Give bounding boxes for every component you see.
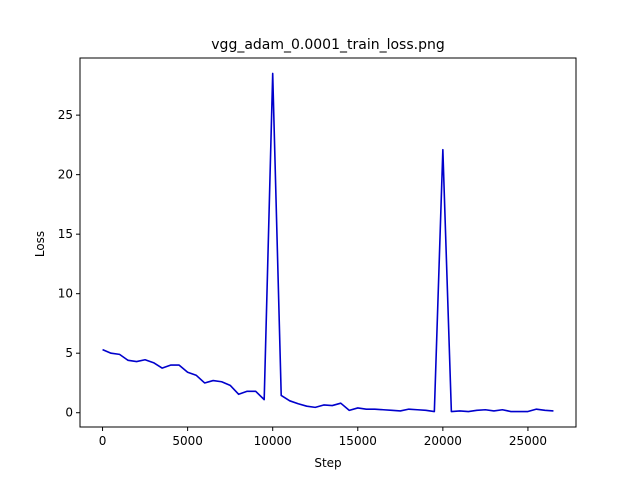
y-tick-label: 5 [65,346,73,360]
y-tick-label: 20 [58,168,73,182]
x-axis-label: Step [314,456,341,470]
y-axis-label: Loss [33,231,47,257]
y-tick-label: 15 [58,227,73,241]
plot-frame [79,57,577,428]
x-tick-label: 15000 [339,434,377,448]
y-axis: 0 5 10 15 20 25 [58,108,80,420]
x-tick-label: 25000 [509,434,547,448]
y-tick-label: 10 [58,287,73,301]
y-tick-label: 0 [65,406,73,420]
x-axis: 0 5000 10000 15000 20000 25000 [99,427,547,448]
series-line-0 [102,72,554,413]
x-tick-label: 20000 [424,434,462,448]
chart-title: vgg_adam_0.0001_train_loss.png [211,37,444,53]
x-tick-label: 10000 [254,434,292,448]
x-tick-label: 0 [99,434,107,448]
y-tick-label: 25 [58,108,73,122]
plot-area [79,57,577,428]
x-tick-label: 5000 [172,434,203,448]
